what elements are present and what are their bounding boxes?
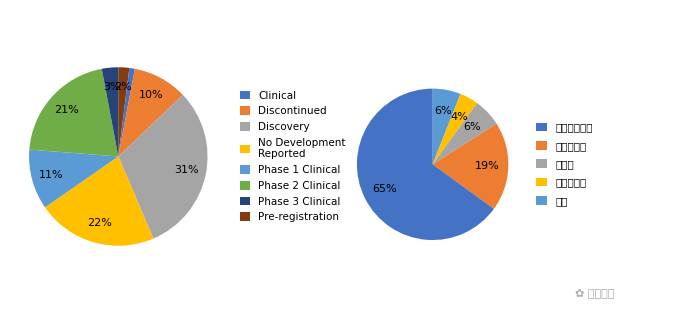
Text: 19%: 19% bbox=[475, 161, 500, 171]
Wedge shape bbox=[433, 103, 497, 164]
Text: 31%: 31% bbox=[174, 166, 199, 176]
Text: 2%: 2% bbox=[114, 82, 132, 92]
Wedge shape bbox=[102, 67, 118, 156]
Wedge shape bbox=[118, 69, 183, 156]
Text: 6%: 6% bbox=[464, 122, 481, 132]
Text: 4%: 4% bbox=[450, 111, 468, 121]
Wedge shape bbox=[45, 156, 153, 246]
Text: 10%: 10% bbox=[139, 90, 164, 100]
Text: 22%: 22% bbox=[87, 218, 112, 228]
Wedge shape bbox=[118, 95, 208, 239]
Wedge shape bbox=[118, 67, 129, 156]
Text: 21%: 21% bbox=[54, 105, 79, 115]
Wedge shape bbox=[29, 150, 118, 208]
Text: 11%: 11% bbox=[39, 170, 64, 180]
Legend: Clinical, Discontinued, Discovery, No Development
Reported, Phase 1 Clinical, Ph: Clinical, Discontinued, Discovery, No De… bbox=[239, 91, 345, 222]
Wedge shape bbox=[433, 89, 460, 164]
Wedge shape bbox=[433, 124, 508, 209]
Legend: 呼吸系统疾病, 抗肺部感染, 抗肉瘼, 内分泌疾病, 其他: 呼吸系统疾病, 抗肺部感染, 抗肉瘼, 内分泌疾病, 其他 bbox=[536, 123, 593, 206]
Wedge shape bbox=[357, 89, 494, 240]
Text: ✿ 火石创造: ✿ 火石创造 bbox=[575, 289, 614, 299]
Wedge shape bbox=[29, 69, 118, 156]
Wedge shape bbox=[118, 68, 135, 156]
Wedge shape bbox=[433, 94, 477, 164]
Text: 65%: 65% bbox=[372, 184, 396, 194]
Text: 3%: 3% bbox=[103, 82, 120, 92]
Text: 6%: 6% bbox=[434, 106, 452, 116]
